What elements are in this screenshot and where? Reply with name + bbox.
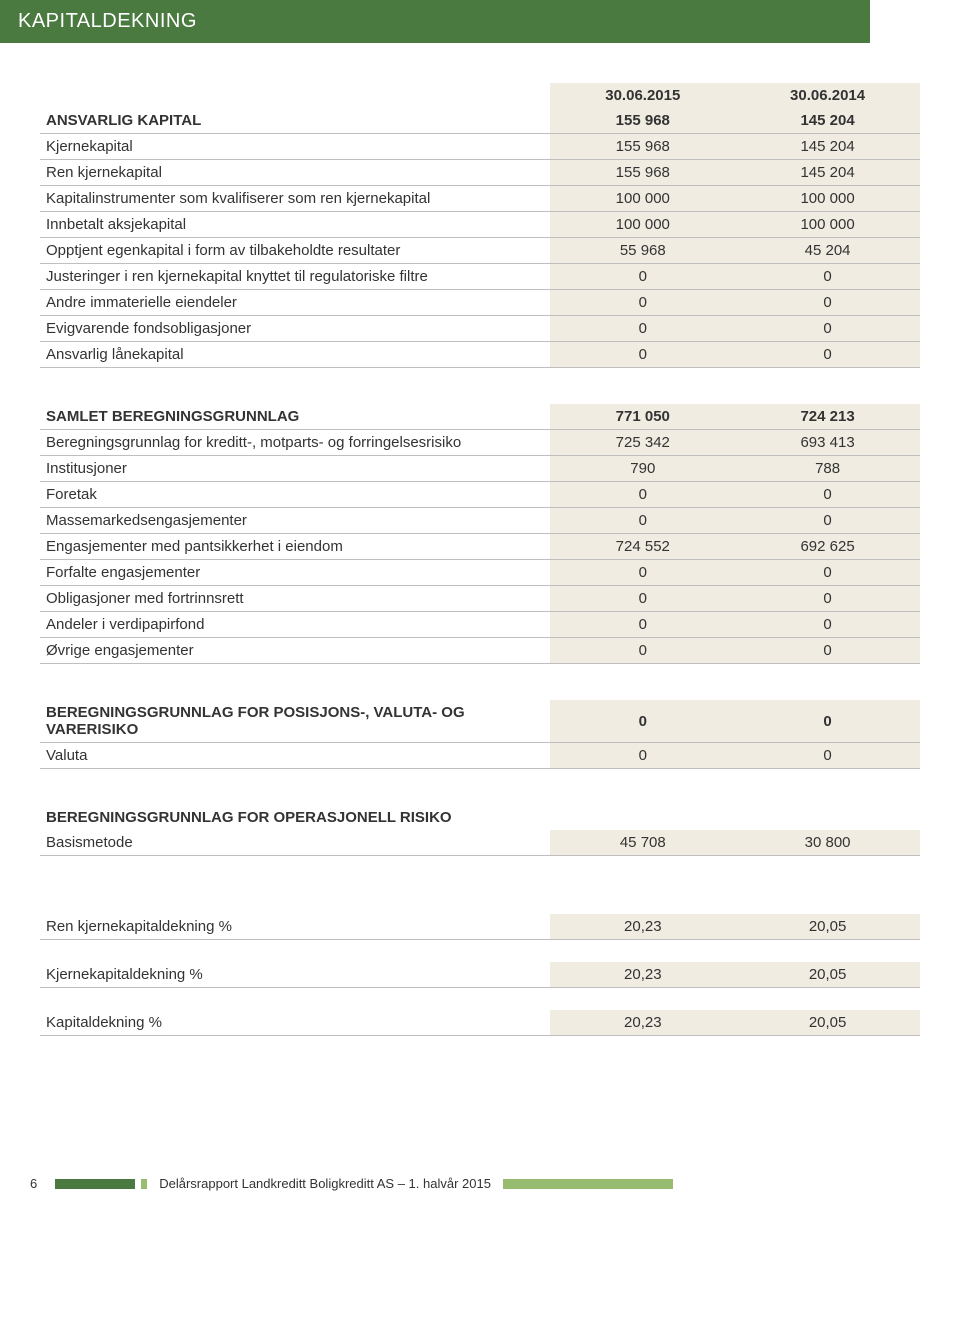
footer-bar-right xyxy=(503,1179,673,1189)
ratio-table: Kjernekapitaldekning %20,2320,05 xyxy=(40,962,920,988)
table-row: Evigvarende fondsobligasjoner00 xyxy=(40,316,920,342)
table-row: Massemarkedsengasjementer00 xyxy=(40,508,920,534)
footer-bar-light xyxy=(141,1179,147,1189)
table-samlet-beregningsgrunnlag: SAMLET BEREGNINGSGRUNNLAG 771 050 724 21… xyxy=(40,404,920,664)
table-row: Ren kjernekapital155 968145 204 xyxy=(40,160,920,186)
ratio-table: Kapitaldekning %20,2320,05 xyxy=(40,1010,920,1036)
table-row: Opptjent egenkapital i form av tilbakeho… xyxy=(40,238,920,264)
table-row: Institusjoner790788 xyxy=(40,456,920,482)
table-row: Innbetalt aksjekapital100 000100 000 xyxy=(40,212,920,238)
section-header-row: BEREGNINGSGRUNNLAG FOR POSISJONS-, VALUT… xyxy=(40,700,920,743)
ratio-table: Ren kjernekapitaldekning %20,2320,05 xyxy=(40,914,920,940)
table-row: Obligasjoner med fortrinnsrett00 xyxy=(40,586,920,612)
col-header-2: 30.06.2014 xyxy=(735,83,920,108)
table-row: Andre immaterielle eiendeler00 xyxy=(40,290,920,316)
footer-text: Delårsrapport Landkreditt Boligkreditt A… xyxy=(159,1176,491,1191)
section-header-row: ANSVARLIG KAPITAL 155 968 145 204 xyxy=(40,108,920,134)
table-posisjons-valuta-varerisiko: BEREGNINGSGRUNNLAG FOR POSISJONS-, VALUT… xyxy=(40,700,920,769)
table-row: Beregningsgrunnlag for kreditt-, motpart… xyxy=(40,430,920,456)
table-row: Kapitaldekning %20,2320,05 xyxy=(40,1010,920,1036)
table-operasjonell-risiko: BEREGNINGSGRUNNLAG FOR OPERASJONELL RISI… xyxy=(40,805,920,856)
table-row: Kjernekapitaldekning %20,2320,05 xyxy=(40,962,920,988)
table-row: Ansvarlig lånekapital00 xyxy=(40,342,920,368)
col-header-1: 30.06.2015 xyxy=(550,83,735,108)
table-row: Forfalte engasjementer00 xyxy=(40,560,920,586)
table-row: Ren kjernekapitaldekning %20,2320,05 xyxy=(40,914,920,940)
page-title: KAPITALDEKNING xyxy=(0,0,870,43)
table-row: Valuta00 xyxy=(40,743,920,769)
table-row: Kapitalinstrumenter som kvalifiserer som… xyxy=(40,186,920,212)
table-row: Andeler i verdipapirfond00 xyxy=(40,612,920,638)
table-row: Kjernekapital155 968145 204 xyxy=(40,134,920,160)
footer-bar-dark xyxy=(55,1179,135,1189)
page-number: 6 xyxy=(30,1176,37,1191)
table-row: Justeringer i ren kjernekapital knyttet … xyxy=(40,264,920,290)
table-row: Øvrige engasjementer00 xyxy=(40,638,920,664)
section-header-row: SAMLET BEREGNINGSGRUNNLAG 771 050 724 21… xyxy=(40,404,920,430)
page-footer: 6 Delårsrapport Landkreditt Boligkreditt… xyxy=(0,1176,960,1191)
table-row: Basismetode45 70830 800 xyxy=(40,830,920,856)
table-row: Foretak00 xyxy=(40,482,920,508)
section-header-row: BEREGNINGSGRUNNLAG FOR OPERASJONELL RISI… xyxy=(40,805,920,830)
column-header-row: 30.06.2015 30.06.2014 xyxy=(40,83,920,108)
table-row: Engasjementer med pantsikkerhet i eiendo… xyxy=(40,534,920,560)
table-ansvarlig-kapital: 30.06.2015 30.06.2014 ANSVARLIG KAPITAL … xyxy=(40,83,920,368)
